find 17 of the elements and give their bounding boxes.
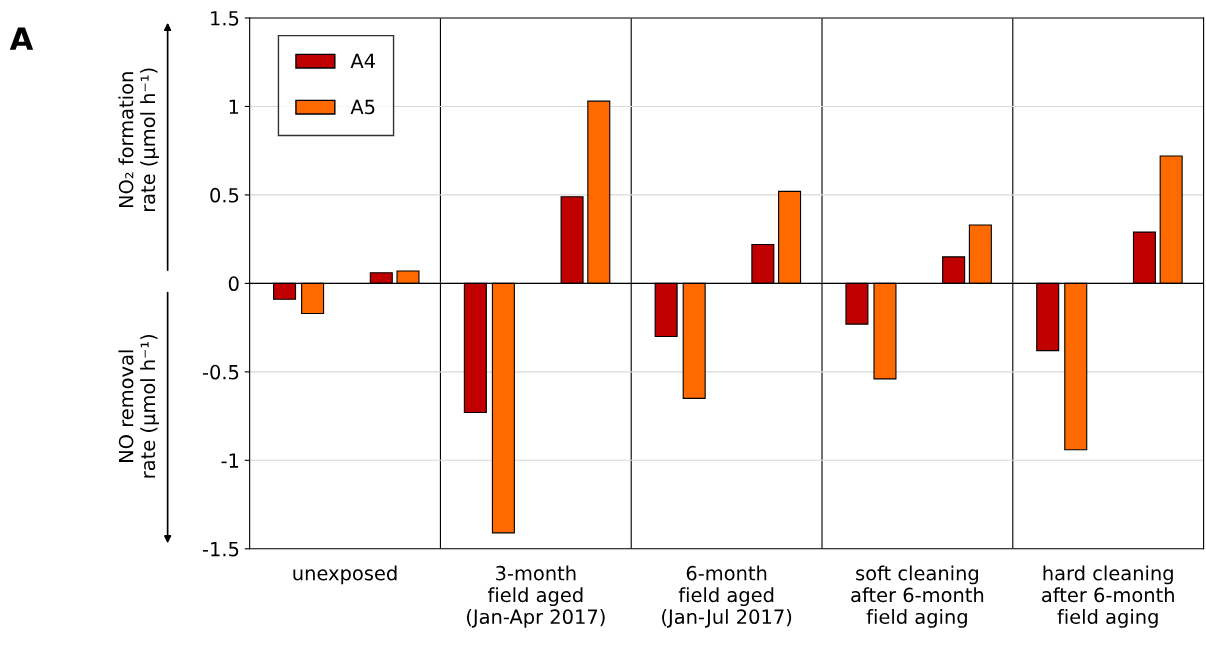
x-tick-label: hard cleaning after 6-month field aging [1042, 565, 1174, 628]
y-tick-label: -1.5 [202, 542, 239, 557]
legend-label: A4 [350, 53, 375, 68]
text: NO₂ formation rate (µmol h⁻¹) [118, 68, 159, 212]
y-tick-label: -0.5 [202, 364, 239, 380]
x-tick-label: 3-month field aged (Jan-Apr 2017) [466, 565, 605, 628]
x-tick-label: unexposed [293, 565, 397, 585]
y-tick-label: 0 [228, 276, 239, 292]
x-tick-label: 6-month field aged (Jan-Jul 2017) [662, 565, 792, 628]
legend-label: A5 [350, 99, 375, 115]
y-tick-label: 1.5 [211, 11, 239, 26]
y-tick-label: -1 [221, 453, 239, 468]
x-tick-label: soft cleaning after 6-month field aging [851, 565, 984, 628]
text: A [9, 27, 34, 50]
text: NO removal rate (µmol h⁻¹) [118, 334, 159, 478]
y-tick-label: 1 [229, 99, 239, 114]
y-tick-label: 0.5 [210, 187, 239, 203]
